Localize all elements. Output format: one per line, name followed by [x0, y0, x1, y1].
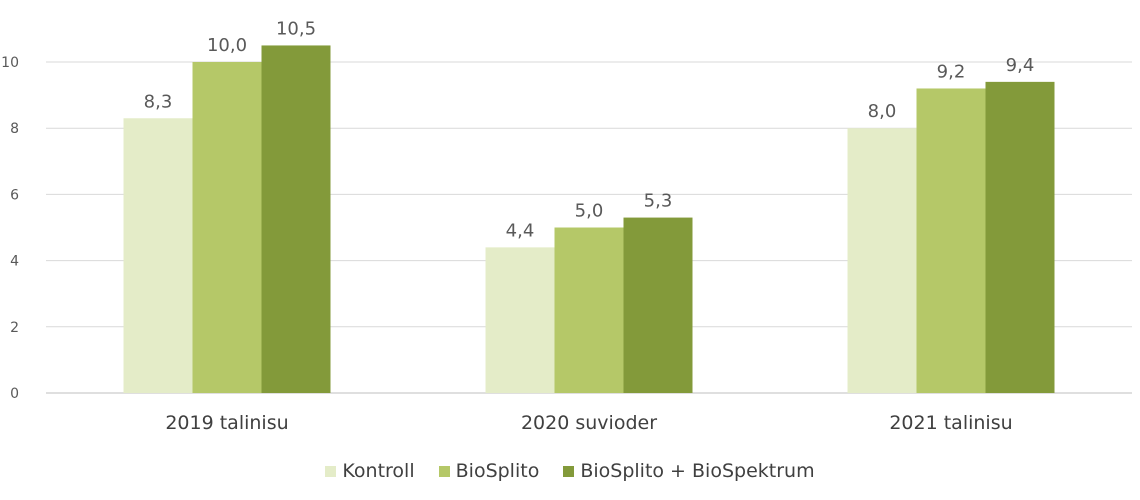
legend-swatch — [438, 465, 450, 477]
category-labels: 2019 talinisu 2020 suvioder 2021 talinisu — [165, 412, 1012, 434]
y-tick-label: 6 — [10, 187, 19, 203]
legend-item: BioSplito + BioSpektrum — [563, 460, 815, 482]
legend-swatch — [325, 465, 337, 477]
data-label: 5,3 — [644, 191, 673, 212]
legend-swatch — [563, 465, 575, 477]
y-tick-label: 0 — [10, 386, 19, 402]
y-tick-label: 10 — [1, 55, 19, 71]
data-label: 4,4 — [506, 220, 535, 241]
bar — [916, 88, 986, 393]
legend-label: BioSplito + BioSpektrum — [580, 460, 815, 482]
legend-label: BioSplito — [455, 460, 540, 482]
legend-item: BioSplito — [438, 460, 540, 482]
bar — [847, 128, 917, 393]
data-label: 5,0 — [575, 201, 604, 222]
bar — [554, 227, 624, 393]
bar-chart: 0 2 4 6 8 10 8,3 10,0 10,5 4,4 5,0 5,3 8,0 9,2 9,4 20… — [1, 18, 1132, 434]
legend-item: Kontroll — [325, 460, 415, 482]
y-axis-ticks: 0 2 4 6 8 10 — [1, 55, 19, 402]
category-label: 2021 talinisu — [889, 412, 1012, 434]
bar — [192, 62, 262, 393]
bar — [485, 247, 555, 393]
category-label: 2020 suvioder — [521, 412, 657, 434]
bars — [123, 45, 1055, 394]
bar — [123, 118, 193, 394]
category-label: 2019 talinisu — [165, 412, 288, 434]
y-tick-label: 8 — [10, 121, 19, 137]
y-tick-label: 4 — [10, 254, 19, 270]
bar — [261, 45, 331, 393]
data-label: 9,4 — [1006, 55, 1035, 76]
bar — [623, 217, 693, 393]
y-tick-label: 2 — [10, 320, 19, 336]
data-label: 8,3 — [144, 91, 173, 112]
data-labels: 8,3 10,0 10,5 4,4 5,0 5,3 8,0 9,2 9,4 — [144, 18, 1035, 241]
data-label: 10,5 — [276, 18, 316, 39]
data-label: 10,0 — [207, 35, 247, 56]
legend-label: Kontroll — [342, 460, 415, 482]
data-label: 8,0 — [868, 101, 897, 122]
chart-legend: Kontroll BioSplito BioSplito + BioSpektrum — [0, 460, 1140, 482]
data-label: 9,2 — [937, 61, 966, 82]
bar — [985, 81, 1055, 394]
